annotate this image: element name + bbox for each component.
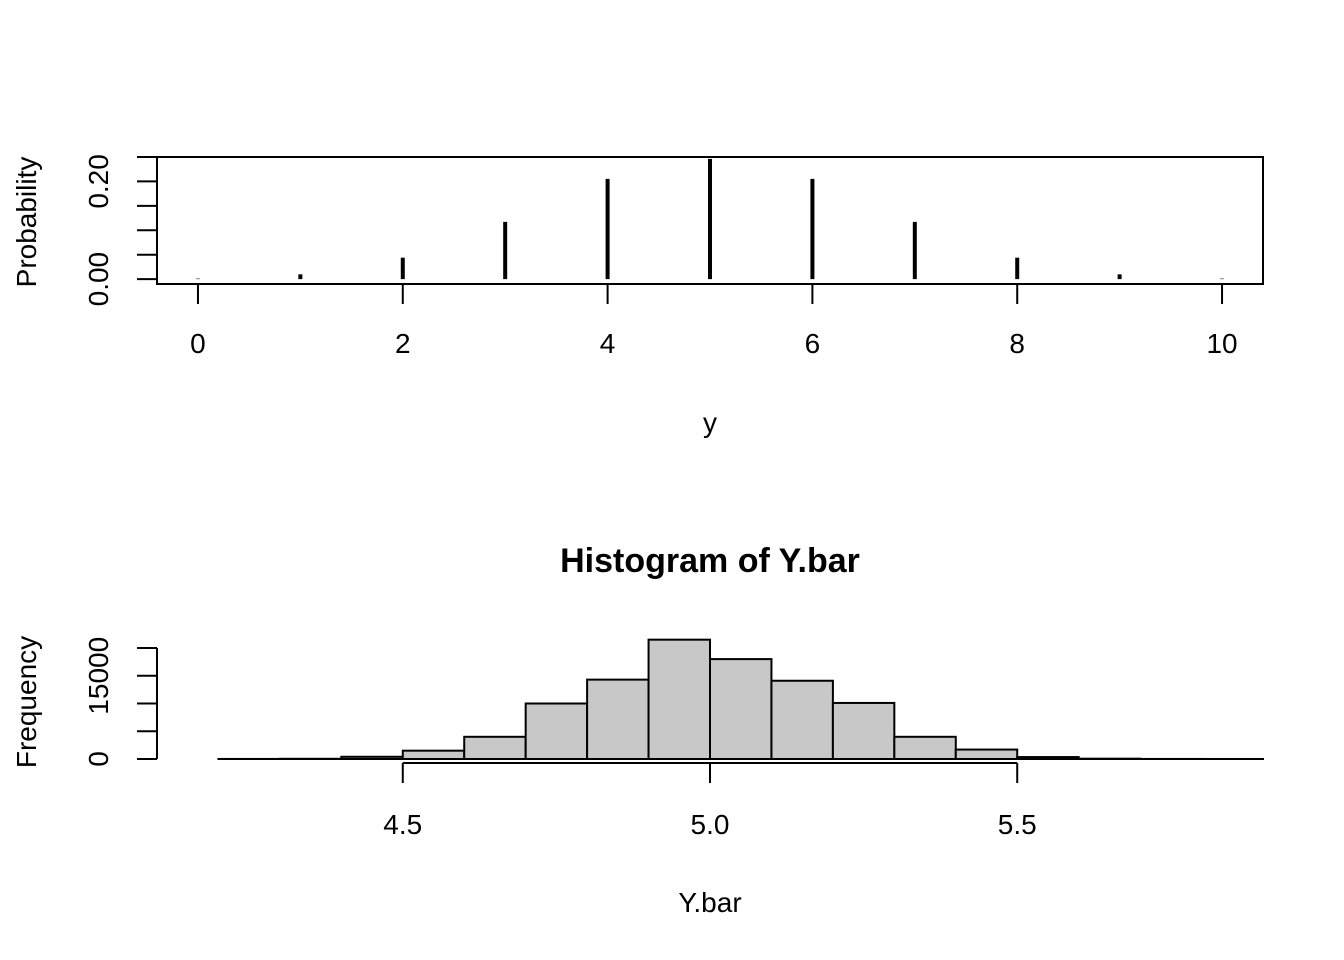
histogram-bar <box>954 748 1019 761</box>
histogram-x-tick-label: 5.5 <box>998 809 1037 840</box>
histogram-x-tick-label: 4.5 <box>383 809 422 840</box>
histogram-y-tick-label: 0 <box>83 751 114 767</box>
pmf-y-axis: 0.00 0.20 <box>83 154 158 307</box>
pmf-x-axis-title: y <box>703 407 717 438</box>
pmf-x-tick-label: 4 <box>600 328 616 359</box>
histogram-bar <box>831 701 896 761</box>
histogram-x-tick-label: 5.0 <box>691 809 730 840</box>
histogram-y-axis: 0 15000 <box>83 637 158 767</box>
histogram-bar <box>524 702 589 760</box>
pmf-x-tick-label: 8 <box>1009 328 1025 359</box>
histogram-bar <box>586 678 650 761</box>
histogram-bar <box>463 735 527 760</box>
histogram-y-tick-label: 15000 <box>83 637 114 715</box>
pmf-y-tick-label: 0.00 <box>83 252 114 307</box>
histogram-bars <box>217 638 1264 761</box>
pmf-x-axis: 0 2 4 6 8 10 <box>190 283 1238 359</box>
histogram-y-axis-title: Frequency <box>11 636 42 768</box>
pmf-x-tick-label: 0 <box>190 328 206 359</box>
pmf-x-tick-label: 10 <box>1206 328 1237 359</box>
histogram-x-axis-title: Y.bar <box>678 887 741 918</box>
pmf-y-tick-label: 0.20 <box>83 154 114 209</box>
histogram-bar <box>709 658 773 760</box>
histogram-x-axis: 4.5 5.0 5.5 <box>383 762 1037 840</box>
pmf-y-axis-title: Probability <box>11 157 42 288</box>
histogram-bar <box>770 679 834 760</box>
histogram-title: Histogram of Y.bar <box>560 542 860 580</box>
pmf-x-tick-label: 6 <box>805 328 821 359</box>
histogram-bar <box>647 638 711 760</box>
histogram-bar <box>401 749 466 760</box>
histogram-panel: Histogram of Y.bar 4.5 5.0 5.5 0 15000 Y.ba… <box>11 542 1264 918</box>
pmf-spikes <box>195 158 1225 280</box>
histogram-bar <box>893 735 957 760</box>
pmf-x-tick-label: 2 <box>395 328 411 359</box>
pmf-panel: 0 2 4 6 8 10 0.00 0.20 y Probability <box>11 154 1264 438</box>
